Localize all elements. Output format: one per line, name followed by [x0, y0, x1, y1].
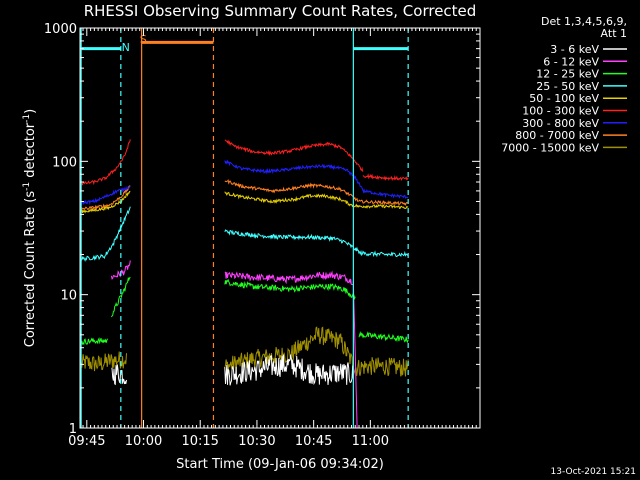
- plot-data-layer: [80, 139, 409, 429]
- series-1: [111, 354, 354, 386]
- series-6: [80, 178, 409, 211]
- x-tick-label-2: 10:15: [181, 434, 218, 449]
- x-axis-label: Start Time (09-Jan-06 09:34:02): [176, 457, 384, 472]
- y-axis-label: Corrected Count Rate (s-1 detector-1): [22, 109, 38, 347]
- series-8: [80, 139, 409, 186]
- legend-header-1: Att 1: [601, 27, 627, 40]
- series-4-segment-3: [358, 249, 409, 258]
- series-8-segment-1: [224, 139, 364, 172]
- legend-label-6: 300 - 800 keV: [522, 117, 599, 130]
- series-5-segment-1: [224, 191, 360, 208]
- chart-title: RHESSI Observing Summary Count Rates, Co…: [84, 2, 477, 20]
- series-5-segment-0: [80, 190, 131, 214]
- legend-label-1: 6 - 12 keV: [543, 55, 599, 68]
- y-axis-label-part-2: detector: [23, 122, 38, 182]
- series-7-segment-0: [80, 185, 131, 206]
- series-4: [80, 206, 409, 262]
- series-5: [80, 190, 409, 214]
- y-tick-label-1: 10: [60, 289, 77, 304]
- y-axis-label-part-3: -1: [22, 114, 32, 123]
- footer-timestamp: 13-Oct-2021 15:21: [551, 467, 636, 477]
- series-3-segment-1: [110, 276, 131, 318]
- x-tick-label-0: 09:45: [68, 434, 105, 449]
- series-3-segment-3: [358, 331, 409, 344]
- series-7-segment-2: [362, 188, 409, 200]
- y-tick-label-0: 1: [69, 422, 77, 437]
- series-3-segment-2: [224, 278, 356, 301]
- series-8-segment-2: [362, 173, 409, 182]
- series-4-segment-2: [224, 229, 360, 254]
- legend-label-8: 7000 - 15000 keV: [501, 141, 599, 154]
- series-7: [80, 159, 409, 206]
- legend-label-7: 800 - 7000 keV: [515, 129, 599, 142]
- series-8-segment-0: [80, 139, 131, 186]
- marker-s-label: S: [140, 33, 147, 46]
- x-tick-label-5: 11:00: [352, 434, 389, 449]
- series-2-segment-1: [224, 270, 354, 286]
- series-3-segment-0: [80, 337, 109, 346]
- y-axis-label-part-1: -1: [22, 182, 32, 191]
- x-tick-label-4: 10:45: [295, 434, 332, 449]
- series-4-segment-0: [80, 253, 106, 262]
- series-0: [80, 326, 409, 377]
- legend-label-5: 100 - 300 keV: [522, 105, 599, 118]
- legend-header-0: Det 1,3,4,5,6,9,: [541, 15, 627, 28]
- y-axis-label-part-0: Corrected Count Rate (s: [23, 191, 38, 348]
- series-0-segment-0: [80, 351, 127, 372]
- y-axis-label-part-4: ): [23, 109, 38, 114]
- legend-label-4: 50 - 100 keV: [529, 92, 599, 105]
- x-tick-label-1: 10:00: [125, 434, 162, 449]
- x-tick-label-3: 10:30: [238, 434, 275, 449]
- y-tick-label-2: 100: [52, 155, 77, 170]
- series-1-segment-0: [111, 364, 127, 386]
- series-7-segment-1: [224, 159, 364, 191]
- series-2-segment-2: [352, 281, 358, 429]
- series-1-segment-1: [224, 354, 354, 386]
- series-0-segment-1: [224, 326, 354, 375]
- series-6-segment-2: [358, 199, 409, 207]
- series-3: [80, 276, 409, 346]
- legend-label-3: 25 - 50 keV: [536, 80, 599, 93]
- series-6-segment-1: [224, 178, 359, 203]
- series-4-segment-1: [105, 206, 131, 256]
- marker-n-label: N: [122, 41, 130, 54]
- y-tick-label-3: 1000: [44, 22, 77, 37]
- legend-label-2: 12 - 25 keV: [536, 68, 599, 81]
- series-0-segment-2: [352, 357, 409, 377]
- series-5-segment-2: [358, 203, 409, 210]
- series-6-segment-0: [80, 185, 131, 211]
- legend-label-0: 3 - 6 keV: [550, 43, 599, 56]
- marker-layer: NS: [80, 28, 409, 428]
- axis-layer: 1 10 100 1000 09:45 10:00 10:15 10:30 10:45 11:00: [44, 22, 481, 449]
